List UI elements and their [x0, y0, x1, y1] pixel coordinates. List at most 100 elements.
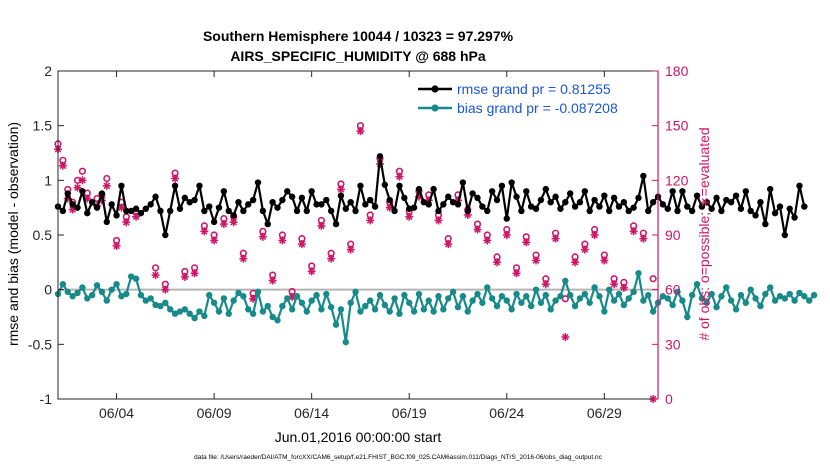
bias-point: [464, 308, 471, 315]
bias-point: [445, 295, 452, 302]
rmse-point: [230, 212, 237, 219]
bias-point: [708, 290, 715, 298]
bias-point: [376, 291, 384, 299]
bias-point: [74, 289, 81, 297]
bias-point: [596, 293, 603, 300]
obs-evaluated-marker: [151, 271, 160, 280]
rmse-point: [513, 193, 520, 200]
obs-evaluated-marker: [434, 216, 443, 225]
rmse-point: [684, 203, 691, 210]
obs-evaluated-marker: [473, 225, 482, 234]
rmse-point: [776, 203, 784, 210]
bias-point: [503, 297, 510, 304]
x-tick-label: 06/29: [587, 405, 622, 421]
rmse-point: [381, 181, 389, 188]
bias-point: [547, 306, 554, 313]
rmse-point: [791, 214, 798, 221]
bias-point: [776, 293, 784, 300]
rmse-point: [327, 207, 335, 215]
rmse-point: [488, 188, 496, 195]
rmse-point: [479, 203, 486, 210]
rmse-point: [415, 185, 423, 193]
bias-point: [430, 308, 437, 315]
legend-rmse-marker: [431, 85, 439, 93]
rmse-point: [186, 199, 193, 206]
rmse-point: [547, 199, 554, 206]
bias-point: [527, 302, 535, 310]
bias-point: [806, 297, 813, 304]
obs-evaluated-marker: [268, 276, 277, 285]
rmse-point: [435, 207, 442, 215]
rmse-point: [620, 199, 628, 206]
rmse-point: [93, 204, 101, 211]
y-right-tick-label: 150: [665, 118, 689, 134]
rmse-point: [235, 199, 242, 206]
y-left-tick-label: -0.5: [28, 336, 52, 352]
rmse-point: [503, 215, 510, 222]
rmse-point: [313, 201, 320, 208]
obs-evaluated-marker: [590, 231, 599, 239]
rmse-point: [406, 205, 413, 212]
bias-point: [406, 299, 413, 306]
bias-point: [415, 290, 423, 298]
rmse-point: [132, 205, 140, 212]
obs-evaluated-marker: [395, 172, 404, 181]
y-left-tick-label: 1: [44, 172, 52, 188]
bias-point: [245, 306, 252, 313]
rmse-point: [79, 188, 86, 195]
rmse-point: [171, 182, 179, 189]
bias-point: [786, 290, 793, 298]
obs-evaluated-marker: [551, 234, 560, 243]
bias-point: [698, 295, 706, 302]
bias-point: [381, 301, 389, 309]
rmse-point: [206, 203, 213, 210]
bias-point: [220, 295, 228, 302]
y-left-tick-label: 1.5: [33, 118, 53, 134]
rmse-point: [225, 207, 232, 215]
bias-point: [693, 281, 701, 288]
rmse-point: [69, 201, 76, 208]
rmse-point: [196, 182, 203, 189]
rmse-point: [786, 205, 793, 212]
rmse-point: [123, 207, 130, 215]
rmse-point: [318, 201, 325, 208]
rmse-point: [571, 203, 579, 210]
bias-point: [757, 302, 764, 310]
obs-evaluated-marker: [229, 218, 238, 227]
bias-point: [771, 297, 779, 304]
x-tick-label: 06/19: [392, 405, 427, 421]
bias-point: [420, 306, 428, 313]
y-left-tick-label: 0: [44, 282, 52, 298]
obs-evaluated-marker: [190, 269, 199, 278]
rmse-point: [493, 196, 501, 204]
rmse-point: [74, 204, 81, 211]
obs-evaluated-marker: [512, 269, 521, 278]
bias-point: [781, 295, 789, 302]
rmse-point: [347, 199, 354, 206]
rmse-point: [445, 193, 452, 200]
obs-evaluated-marker: [336, 185, 345, 194]
bias-point: [366, 297, 374, 304]
bias-point: [308, 297, 315, 304]
bias-point: [235, 289, 242, 297]
obs-evaluated-marker: [258, 232, 267, 241]
obs-evaluated-marker: [180, 272, 189, 281]
bias-point: [264, 302, 271, 310]
bias-point: [703, 299, 710, 306]
bias-point: [249, 310, 257, 317]
bias-point: [191, 314, 198, 322]
rmse-point: [552, 193, 559, 200]
bias-point: [59, 281, 67, 288]
rmse-point: [113, 212, 120, 219]
bias-point: [108, 286, 115, 293]
bias-point: [713, 303, 720, 311]
rmse-series-line: [57, 155, 806, 237]
bias-point: [386, 308, 393, 315]
bias-point: [186, 310, 193, 317]
rmse-series-layer: [54, 153, 808, 239]
y-right-tick-label: 90: [665, 227, 681, 243]
x-tick-label: 06/14: [294, 405, 329, 421]
obs-evaluated-marker: [73, 183, 82, 192]
bias-point: [323, 290, 330, 298]
bias-point: [635, 270, 642, 277]
